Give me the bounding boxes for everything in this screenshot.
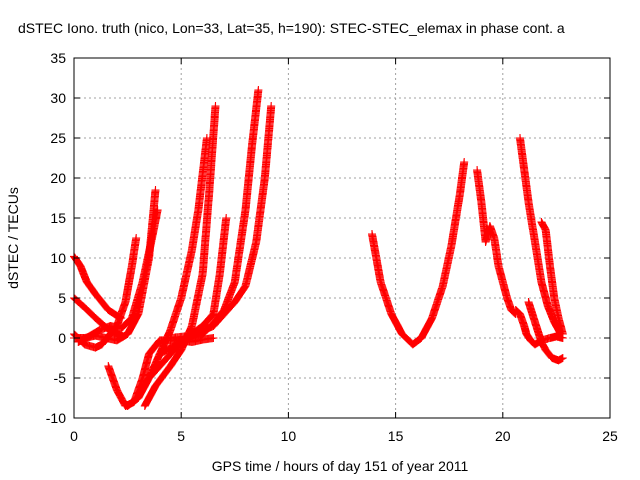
series-13 bbox=[473, 166, 520, 318]
series-points bbox=[368, 158, 469, 349]
series-1 bbox=[70, 252, 126, 322]
chart-title: dSTEC Iono. truth (nico, Lon=33, Lat=35,… bbox=[18, 20, 565, 36]
x-tick-label: 10 bbox=[281, 428, 297, 444]
series-8 bbox=[140, 102, 220, 410]
series-7 bbox=[123, 134, 211, 410]
y-tick-label: 0 bbox=[58, 330, 66, 346]
y-axis-label: dSTEC / TECUs bbox=[5, 187, 21, 289]
series-points bbox=[123, 134, 211, 410]
x-tick-label: 20 bbox=[495, 428, 511, 444]
series-11 bbox=[166, 102, 276, 342]
series-points bbox=[70, 252, 126, 322]
series-15 bbox=[516, 134, 565, 338]
series-points bbox=[524, 298, 567, 365]
y-tick-label: -5 bbox=[54, 370, 67, 386]
x-tick-label: 5 bbox=[177, 428, 185, 444]
series-points bbox=[166, 102, 276, 342]
series-12 bbox=[368, 158, 469, 349]
series-points bbox=[537, 218, 567, 338]
y-tick-label: 10 bbox=[50, 250, 66, 266]
series-points bbox=[140, 102, 220, 410]
data-points bbox=[70, 86, 567, 410]
y-tick-label: 20 bbox=[50, 170, 66, 186]
y-tick-label: 5 bbox=[58, 290, 66, 306]
y-tick-label: 30 bbox=[50, 90, 66, 106]
x-tick-label: 0 bbox=[70, 428, 78, 444]
series-points bbox=[473, 166, 520, 318]
y-tick-label: -10 bbox=[46, 410, 66, 426]
series-16 bbox=[524, 298, 567, 365]
series-points bbox=[74, 206, 162, 346]
x-tick-label: 15 bbox=[388, 428, 404, 444]
plot-frame bbox=[73, 57, 611, 419]
y-tick-label: 15 bbox=[50, 210, 66, 226]
y-tick-label: 35 bbox=[50, 50, 66, 66]
series-17 bbox=[537, 218, 567, 338]
series-5 bbox=[74, 206, 162, 346]
x-axis-label: GPS time / hours of day 151 of year 2011 bbox=[212, 458, 469, 474]
x-tick-label: 25 bbox=[602, 428, 618, 444]
y-tick-label: 25 bbox=[50, 130, 66, 146]
axis-ticks: 0 5 10 15 20 25 -10 -5 0 5 10 15 20 25 30 35 bbox=[46, 50, 618, 444]
series-points bbox=[516, 134, 565, 338]
